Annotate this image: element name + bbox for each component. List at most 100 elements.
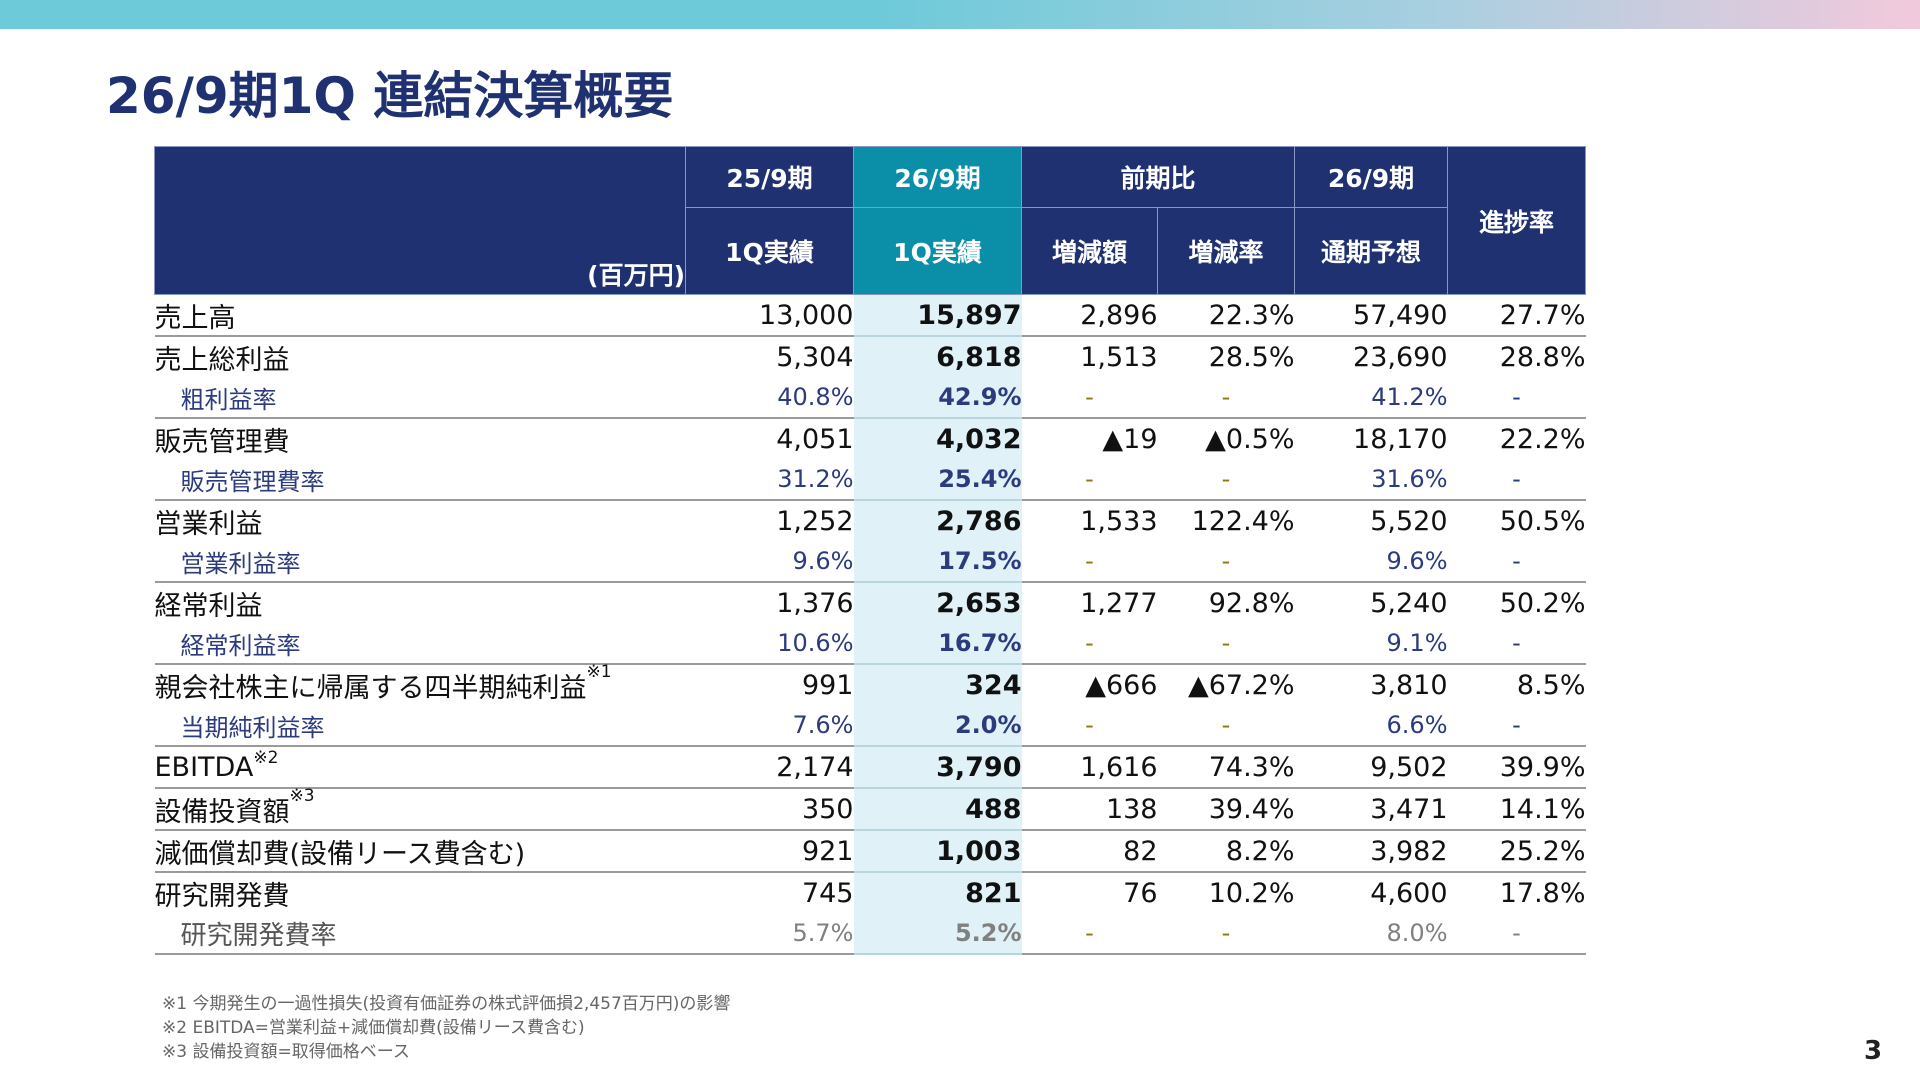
cell-value: 138 — [1021, 788, 1158, 831]
cell-value: 1,616 — [1021, 746, 1158, 789]
row-label-text: 売上高 — [154, 302, 236, 334]
cell-value: 1,513 — [1080, 341, 1158, 373]
table-row: 販売管理費 4,051 4,032 ▲19 ▲0.5% 18,170 22.2% — [155, 418, 1586, 459]
cell-value: 25.2% — [1447, 830, 1586, 873]
cell-value: 821 — [853, 872, 1022, 913]
col-current-bottom: 1Q実績 — [853, 207, 1022, 295]
cell-value: - — [1447, 705, 1586, 747]
cell-value: 324 — [853, 664, 1022, 705]
cell-value: 22.3% — [1157, 294, 1295, 337]
cell-value: - — [1021, 705, 1158, 747]
cell-value: 16.7% — [853, 623, 1022, 665]
cell-value: 13,000 — [685, 294, 854, 337]
cell-value: - — [1157, 459, 1295, 501]
row-label-text: 経常利益率 — [180, 631, 301, 660]
cell-value: 10.2% — [1208, 877, 1295, 909]
table-row: 親会社株主に帰属する四半期純利益※1 991 324 ▲666 ▲67.2% 3,810 8… — [154, 661, 1586, 705]
table-row: 営業利益率 9.6% 17.5% - -9.6% - — [154, 541, 1586, 583]
row-label-text: 販売管理費率 — [180, 467, 325, 496]
cell-value: - — [1447, 377, 1586, 419]
cell-value: 82 — [1021, 830, 1158, 873]
cell-value: 5,240 — [1370, 587, 1448, 619]
cell-value: - — [1447, 623, 1586, 665]
row-label-text: 親会社株主に帰属する四半期純利益 — [154, 672, 587, 704]
cell-value: 39.9% — [1447, 746, 1586, 789]
cell-value: 488 — [853, 788, 1022, 831]
cell-value: 4,051 — [776, 423, 854, 455]
table-row: 減価償却費(設備リース費含む) 921 1,003 82 8.2% 3,982 25.2% — [154, 830, 1586, 873]
table-row: 研究開発費率 5.7% 5.2% - -8.0% - — [154, 913, 1586, 955]
col-forecast-top: 26/9期 — [1294, 146, 1449, 208]
cell-value: 4,600 — [1370, 877, 1448, 909]
cell-value: 18,170 — [1353, 423, 1448, 455]
col-prev-top: 25/9期 — [685, 146, 854, 208]
cell-value: 25.4% — [853, 459, 1022, 501]
row-label: 研究開発費 — [155, 872, 686, 913]
cell-value: 3,790 — [853, 746, 1022, 789]
row-label: 売上高 — [154, 294, 686, 337]
cell-value: 8.2% — [1157, 830, 1295, 873]
cell-value: 50.2% — [1499, 587, 1586, 619]
row-label: 営業利益率 — [154, 541, 686, 583]
cell-value: 31.2% — [685, 459, 854, 501]
cell-value: - — [1021, 913, 1158, 955]
cell-value: 76 — [1123, 877, 1158, 909]
cell-value: 2,786 — [853, 500, 1022, 541]
cell-value: 50.5% — [1499, 505, 1586, 537]
cell-value: 921 — [685, 830, 854, 873]
cell-value: 1,533 — [1080, 505, 1158, 537]
financial-summary-table: (百万円) 25/9期 26/9期 前期比 26/9期 進捗率 1Q実績 1Q実… — [154, 146, 1587, 955]
cell-value: 1,003 — [853, 830, 1022, 873]
cell-value: 9.6% — [685, 541, 854, 583]
row-label: 販売管理費率 — [154, 459, 686, 501]
footnote-ref: ※1 — [586, 661, 612, 682]
cell-value: - — [1157, 377, 1295, 419]
cell-value: 4,032 — [853, 418, 1022, 459]
row-label: 経常利益 — [155, 582, 686, 623]
cell-value: 74.3% — [1157, 746, 1295, 789]
cell-value: 350 — [685, 788, 854, 831]
cell-value: 7.6% — [685, 705, 854, 747]
cell-value: 3,471 — [1294, 788, 1448, 831]
cell-value: 17.8% — [1499, 877, 1586, 909]
row-label-text: 販売管理費 — [154, 426, 290, 458]
col-prev-bottom: 1Q実績 — [685, 207, 854, 295]
cell-value: 3,810 — [1370, 669, 1448, 701]
col-yoy-amount: 増減額 — [1021, 207, 1158, 295]
cell-value: 5,304 — [776, 341, 854, 373]
cell-value: 745 — [801, 877, 854, 909]
cell-value: 8.5% — [1516, 669, 1586, 701]
cell-value: 15,897 — [853, 294, 1022, 337]
table-row: 営業利益 1,252 2,786 1,533 122.4% 5,520 50.5% — [155, 500, 1586, 541]
cell-value: 6.6% — [1294, 705, 1448, 747]
footnote-ref: ※2 — [253, 747, 279, 768]
cell-value: 1,252 — [776, 505, 854, 537]
cell-value: 22.2% — [1499, 423, 1586, 455]
cell-value: - — [1021, 623, 1158, 665]
cell-value: 28.8% — [1499, 341, 1586, 373]
cell-value: - — [1447, 459, 1586, 501]
table-row: 販売管理費率 31.2% 25.4% - -31.6% - — [154, 459, 1586, 501]
table-row: 粗利益率 40.8% 42.9% - -41.2% - — [154, 377, 1586, 419]
row-label-text: 粗利益率 — [180, 385, 277, 414]
row-label-text: 営業利益率 — [180, 549, 301, 578]
table-row: 研究開発費 745 821 76 10.2% 4,600 17.8% — [155, 872, 1586, 913]
cell-value: 5.7% — [685, 913, 854, 955]
cell-value: ▲0.5% — [1205, 423, 1295, 455]
cell-value: - — [1447, 913, 1586, 955]
footnote: ※3 設備投資額=取得価格ベース — [162, 1042, 410, 1062]
cell-value: 2,653 — [853, 582, 1022, 623]
col-forecast-bottom: 通期予想 — [1294, 207, 1449, 295]
cell-value: ▲666 — [1085, 669, 1158, 701]
cell-value: 1,277 — [1080, 587, 1158, 619]
cell-value: ▲19 — [1102, 423, 1158, 455]
row-label: 減価償却費(設備リース費含む) — [154, 830, 686, 873]
page-title: 26/9期1Q 連結決算概要 — [106, 67, 674, 125]
cell-value: 42.9% — [853, 377, 1022, 419]
table-row: 当期純利益率 7.6% 2.0% - -6.6% - — [154, 705, 1586, 747]
cell-value: - — [1157, 541, 1295, 583]
cell-value: 9.6% — [1294, 541, 1448, 583]
cell-value: 57,490 — [1294, 294, 1448, 337]
row-label-text: 売上総利益 — [154, 344, 290, 376]
row-label: 売上総利益 — [155, 336, 686, 377]
